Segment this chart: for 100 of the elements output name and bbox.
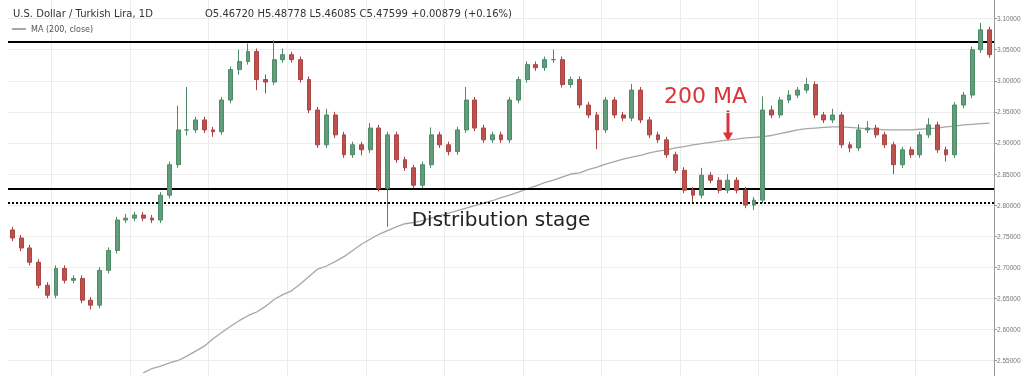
candlestick: [944, 146, 948, 163]
candlestick: [900, 146, 905, 169]
candlestick: [743, 186, 748, 209]
candlestick: [848, 141, 852, 153]
candlestick: [36, 258, 41, 289]
candlestick: [167, 161, 172, 199]
candlestick: [437, 131, 442, 149]
candlestick: [307, 75, 311, 114]
candlestick: [891, 141, 896, 175]
candlestick: [19, 234, 24, 252]
candlestick: [464, 86, 469, 134]
candlestick: [725, 173, 730, 194]
candlestick: [481, 124, 486, 144]
candlestick: [219, 96, 224, 136]
candlestick: [821, 111, 826, 124]
candlestick: [691, 186, 695, 203]
candlestick: [385, 131, 390, 228]
candlestick: [123, 213, 128, 224]
candlestick: [638, 86, 643, 124]
candlestick: [603, 96, 608, 134]
candlestick: [490, 131, 495, 144]
candlestick: [342, 131, 346, 159]
candlestick: [760, 95, 765, 204]
candlestick: [874, 124, 879, 139]
candlestick: [193, 116, 198, 134]
candlestick: [647, 116, 652, 139]
candlestick: [856, 123, 861, 152]
text: U.S. Dollar / Turkish Lira, 1D: [13, 7, 154, 19]
candlestick: [455, 126, 460, 156]
candlestick: [987, 26, 992, 59]
candlestick: [71, 274, 76, 284]
candlestick: [158, 191, 163, 224]
candlestick: [359, 141, 364, 156]
ref-line-label: Distribution stage: [411, 207, 591, 232]
candlestick: [926, 117, 931, 139]
candlestick: [795, 86, 800, 99]
candlestick: [586, 101, 591, 119]
candlestick: [568, 75, 573, 89]
candlestick: [368, 122, 373, 154]
candlestick: [246, 43, 250, 66]
candlestick: [595, 111, 599, 150]
legend-label: MA (200, close): [31, 24, 94, 34]
candlestick: [132, 211, 137, 222]
candlestick: [202, 116, 207, 134]
candlestick: [778, 96, 783, 119]
candlestick: [88, 296, 93, 310]
candlestick: [472, 96, 477, 132]
candlestick: [525, 61, 530, 84]
candlestick: [970, 46, 975, 99]
candlestick: [54, 264, 58, 299]
candlestick: [176, 105, 181, 169]
candlestick: [673, 151, 678, 174]
candlestick: [629, 83, 634, 122]
candlestick: [551, 49, 556, 64]
candlestick: [315, 106, 320, 149]
candlestick: [542, 56, 547, 72]
candlestick: [621, 111, 626, 122]
candlestick: [141, 211, 146, 222]
candlestick: [882, 131, 887, 149]
candlestick: [280, 47, 285, 64]
candlestick: [350, 141, 355, 159]
candlestick: [516, 75, 521, 104]
candlestick: [211, 126, 215, 138]
candlestick: [150, 214, 154, 224]
candlestick: [909, 146, 914, 159]
candlestick: [830, 108, 835, 124]
candlestick: [62, 264, 67, 284]
candlestick: [839, 111, 844, 149]
candlestick: [664, 136, 669, 159]
candlestick: [978, 22, 983, 54]
candlestick: [272, 39, 277, 86]
candlestick: [699, 167, 704, 199]
candlestick: [752, 196, 756, 211]
candlestick: [787, 89, 791, 104]
candlestick: [917, 131, 922, 159]
candlestick: [804, 77, 809, 94]
annotation: 200 MA: [664, 82, 748, 108]
candlestick: [865, 120, 870, 134]
candlestick: [499, 131, 503, 144]
candlestick: [237, 49, 242, 76]
candlestick: [769, 105, 774, 119]
candlestick: [324, 108, 329, 149]
candlestick: [533, 61, 538, 72]
candlestick: [682, 166, 687, 194]
candlestick: [115, 216, 120, 255]
candlestick: [97, 266, 102, 309]
candlestick: [717, 176, 722, 194]
candlestick: [420, 161, 425, 189]
candlestick: [45, 281, 50, 299]
candlestick: [952, 101, 957, 159]
candlestick: [577, 75, 582, 109]
candlestick: [184, 86, 189, 136]
candlestick: [813, 80, 818, 119]
candlestick: [80, 274, 85, 304]
candlestick: [394, 131, 399, 164]
text: O5.46720 H5.48778 L5.46085 C5.47599 +0.00879 (+0.16%): [205, 7, 513, 19]
candlestick: [507, 96, 512, 144]
candlestick: [263, 74, 268, 94]
candlestick: [27, 244, 32, 266]
candlestick: [734, 176, 739, 194]
